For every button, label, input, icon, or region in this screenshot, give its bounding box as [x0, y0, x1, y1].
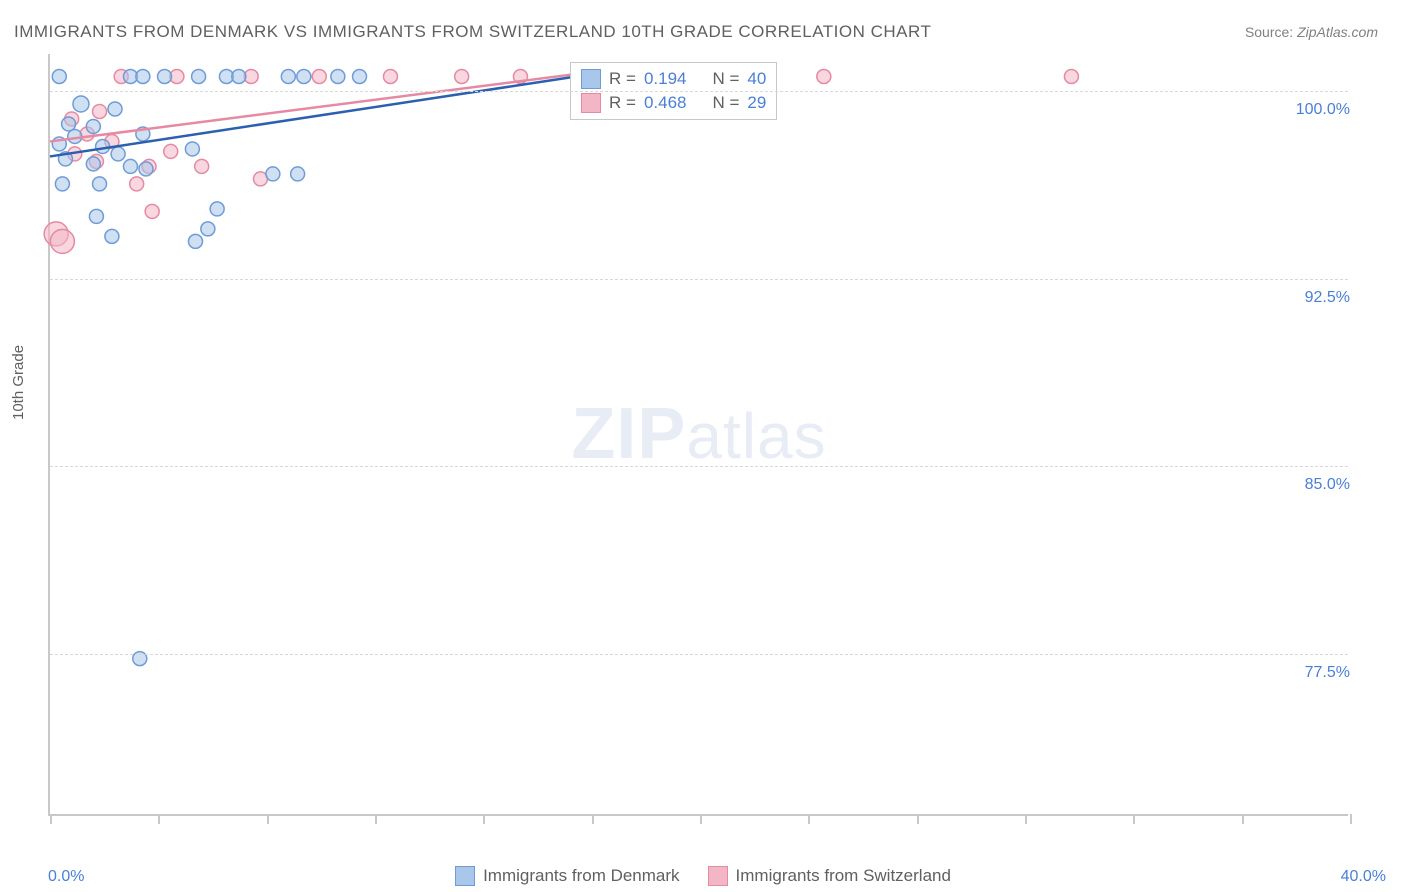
- trend-line: [50, 76, 576, 156]
- data-point: [210, 202, 224, 216]
- data-point: [291, 167, 305, 181]
- x-tick: [1350, 814, 1352, 824]
- data-point: [158, 69, 172, 83]
- denmark-r-value: 0.194: [644, 69, 687, 89]
- r-label: R =: [609, 93, 636, 113]
- y-tick-label: 92.5%: [1280, 289, 1350, 307]
- y-tick-label: 77.5%: [1280, 664, 1350, 682]
- x-tick: [50, 814, 52, 824]
- data-point: [232, 69, 246, 83]
- data-point: [123, 159, 137, 173]
- x-tick: [483, 814, 485, 824]
- data-point: [164, 144, 178, 158]
- data-point: [89, 209, 103, 223]
- x-axis-min-label: 0.0%: [48, 868, 84, 886]
- x-tick: [158, 814, 160, 824]
- data-point: [331, 69, 345, 83]
- gridline: [50, 466, 1348, 467]
- legend-swatch-switzerland: [708, 866, 728, 886]
- data-point: [266, 167, 280, 181]
- x-tick: [1242, 814, 1244, 824]
- chart-title: IMMIGRANTS FROM DENMARK VS IMMIGRANTS FR…: [14, 22, 931, 42]
- legend-item-denmark: Immigrants from Denmark: [455, 866, 679, 886]
- switzerland-r-value: 0.468: [644, 93, 687, 113]
- data-point: [86, 157, 100, 171]
- data-point: [353, 69, 367, 83]
- legend-stats-row-denmark: R = 0.194 N = 40: [581, 67, 766, 91]
- denmark-n-value: 40: [747, 69, 766, 89]
- source: Source: ZipAtlas.com: [1245, 24, 1378, 40]
- data-point: [188, 234, 202, 248]
- r-label: R =: [609, 69, 636, 89]
- data-point: [105, 229, 119, 243]
- data-point: [281, 69, 295, 83]
- x-tick: [1133, 814, 1135, 824]
- x-axis-max-label: 40.0%: [1341, 868, 1386, 886]
- data-point: [86, 119, 100, 133]
- data-point: [139, 162, 153, 176]
- data-point: [111, 147, 125, 161]
- x-tick: [1025, 814, 1027, 824]
- legend-item-switzerland: Immigrants from Switzerland: [708, 866, 951, 886]
- trend-line: [50, 74, 576, 141]
- plot-area: ZIPatlas R = 0.194 N = 40 R = 0.468 N = …: [48, 54, 1348, 816]
- data-point: [455, 69, 469, 83]
- x-tick: [375, 814, 377, 824]
- legend-swatch-denmark: [455, 866, 475, 886]
- n-label: N =: [712, 69, 739, 89]
- data-point: [55, 177, 69, 191]
- switzerland-n-value: 29: [747, 93, 766, 113]
- data-point: [195, 159, 209, 173]
- x-tick: [267, 814, 269, 824]
- data-point: [108, 102, 122, 116]
- y-tick-label: 85.0%: [1280, 476, 1350, 494]
- data-point: [383, 69, 397, 83]
- data-point: [201, 222, 215, 236]
- data-point: [73, 96, 89, 112]
- data-point: [93, 104, 107, 118]
- y-axis-label: 10th Grade: [10, 345, 27, 420]
- data-point: [145, 204, 159, 218]
- data-point: [185, 142, 199, 156]
- data-point: [312, 69, 326, 83]
- source-value: ZipAtlas.com: [1297, 24, 1378, 40]
- data-point: [130, 177, 144, 191]
- data-point: [136, 69, 150, 83]
- data-point: [93, 177, 107, 191]
- legend-series: Immigrants from Denmark Immigrants from …: [0, 866, 1406, 886]
- legend-swatch-denmark: [581, 69, 601, 89]
- gridline: [50, 91, 1348, 92]
- n-label: N =: [712, 93, 739, 113]
- data-point: [297, 69, 311, 83]
- x-tick: [917, 814, 919, 824]
- data-point: [52, 69, 66, 83]
- legend-stats-row-switzerland: R = 0.468 N = 29: [581, 91, 766, 115]
- gridline: [50, 654, 1348, 655]
- legend-label-denmark: Immigrants from Denmark: [483, 866, 679, 886]
- x-tick: [700, 814, 702, 824]
- x-tick: [592, 814, 594, 824]
- gridline: [50, 279, 1348, 280]
- data-point: [50, 229, 74, 253]
- legend-label-switzerland: Immigrants from Switzerland: [736, 866, 951, 886]
- data-point: [817, 69, 831, 83]
- y-tick-label: 100.0%: [1280, 101, 1350, 119]
- data-point: [1064, 69, 1078, 83]
- x-tick: [808, 814, 810, 824]
- chart-svg: [50, 54, 1348, 814]
- source-label: Source:: [1245, 24, 1293, 40]
- data-point: [192, 69, 206, 83]
- legend-swatch-switzerland: [581, 93, 601, 113]
